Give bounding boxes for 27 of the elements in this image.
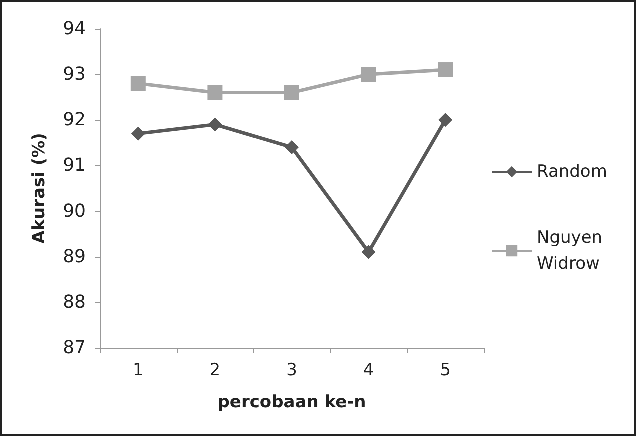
point bbox=[208, 85, 223, 100]
point bbox=[362, 245, 376, 260]
legend-label: Random bbox=[537, 162, 608, 182]
point bbox=[130, 76, 146, 92]
point bbox=[361, 67, 376, 82]
point bbox=[285, 140, 299, 154]
x-tick-label: 2 bbox=[210, 360, 221, 380]
y-tick-label: 92 bbox=[63, 110, 86, 131]
x-tick-label: 1 bbox=[132, 360, 144, 380]
y-tick-label: 88 bbox=[63, 292, 86, 313]
x-tick-label: 5 bbox=[440, 360, 452, 380]
y-tick-label: 94 bbox=[63, 18, 86, 40]
y-tick-label: 90 bbox=[63, 200, 86, 222]
x-axis-title: percobaan ke-n bbox=[218, 392, 366, 412]
point bbox=[438, 113, 453, 128]
x-tick-label: 4 bbox=[363, 360, 374, 380]
x-tick-label: 3 bbox=[286, 360, 298, 380]
y-tick-label: 89 bbox=[63, 246, 86, 268]
point bbox=[208, 118, 222, 132]
y-tick-label: 87 bbox=[63, 338, 86, 358]
y-axis-title: Akurasi (%) bbox=[30, 133, 50, 244]
point bbox=[438, 62, 454, 78]
point bbox=[284, 85, 300, 100]
legend-label: Nguyen Widrow bbox=[537, 228, 608, 274]
y-tick-label: 93 bbox=[63, 64, 86, 86]
point bbox=[131, 126, 146, 141]
y-tick-label: 91 bbox=[63, 155, 86, 176]
